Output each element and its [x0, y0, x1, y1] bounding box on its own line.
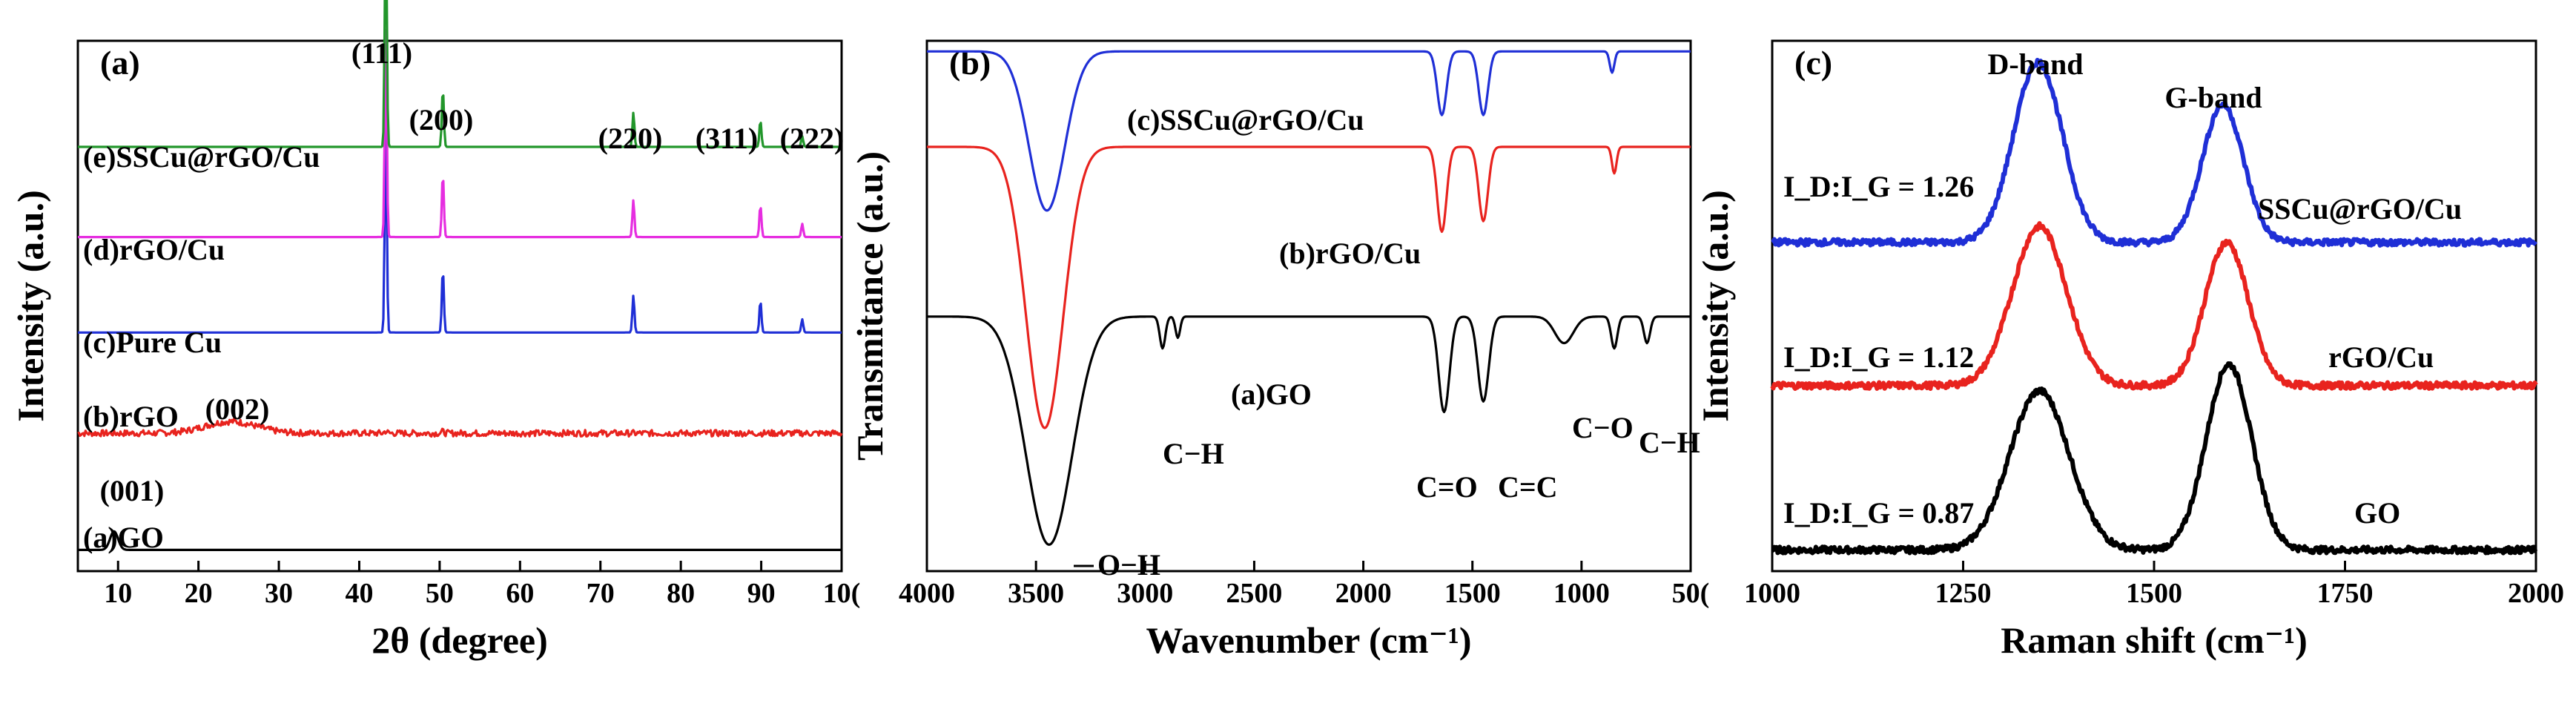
annotations: (a)GO(b)rGO(c)Pure Cu(d)rGO/Cu(e)SSCu@rG…: [83, 36, 2462, 582]
x-tick-label: 70: [587, 578, 615, 609]
peak-annotation: (111): [351, 36, 412, 70]
intensity-ratio-label: I_D:I_G = 1.12: [1783, 340, 1974, 374]
series-line-3: [77, 119, 842, 334]
chart-panel-1: 10 20 30 40 50 60 70 80 90 10( 2θ (degree) Intensit…: [10, 0, 860, 661]
x-tick-label: 1500: [2126, 578, 2182, 609]
series-label: GO: [2354, 496, 2400, 530]
chart-panel-3: 1000 1250 1500 1750 2000 Raman shift (cm⁻¹) In…: [1694, 39, 2564, 661]
y-axis-title: Intensity (a.u.): [1694, 190, 1736, 422]
x-tick-label: 90: [747, 578, 776, 609]
series-line-5: [77, 0, 842, 148]
series-label: (c)Pure Cu: [83, 326, 222, 359]
peak-annotation: (220): [598, 122, 663, 155]
series-label: (b)rGO/Cu: [1279, 237, 1421, 270]
x-tick-label: 1000: [1744, 578, 1800, 609]
series-line-1: [77, 530, 842, 552]
panel-label: (a): [100, 44, 140, 82]
band-annotation: C=O: [1416, 470, 1478, 504]
peak-annotation: (222): [780, 122, 845, 155]
x-tick-label: 50: [426, 578, 454, 609]
x-tick-label: 2500: [1226, 578, 1282, 609]
panel-label: (b): [949, 44, 991, 82]
series-label: (d)rGO/Cu: [83, 233, 225, 266]
x-tick-label: 60: [506, 578, 534, 609]
series-label: (a)GO: [83, 521, 164, 554]
x-tick-label: 10: [104, 578, 132, 609]
band-annotation: C=C: [1498, 470, 1558, 504]
x-tick-label: 1750: [2317, 578, 2374, 609]
series-line-2: [926, 145, 1691, 429]
band-annotation: C−H: [1163, 437, 1224, 470]
y-axis-title: Transmitance (a.u.): [849, 151, 891, 461]
series-label: rGO/Cu: [2328, 340, 2434, 374]
band-annotation: C−O: [1572, 411, 1634, 444]
peak-annotation: (001): [100, 474, 165, 507]
series-label: (e)SSCu@rGO/Cu: [83, 140, 320, 174]
series-line-3: [1771, 58, 2538, 248]
x-axis-title: 2θ (degree): [371, 619, 548, 661]
band-annotation: D-band: [1988, 47, 2084, 81]
series-label: (a)GO: [1231, 378, 1312, 411]
series-line-1: [926, 315, 1691, 546]
x-tick-label: 20: [185, 578, 213, 609]
x-tick-label: 10(: [823, 578, 861, 609]
intensity-ratio-label: I_D:I_G = 0.87: [1783, 496, 1974, 530]
peak-annotation: (200): [409, 103, 474, 136]
x-tick-label: 2000: [1335, 578, 1392, 609]
x-axis-title: Wavenumber (cm⁻¹): [1146, 619, 1471, 661]
x-tick-label: 3000: [1117, 578, 1173, 609]
x-tick-label: 1000: [1553, 578, 1610, 609]
band-annotation: O−H: [1097, 548, 1160, 582]
intensity-ratio-label: I_D:I_G = 1.26: [1783, 170, 1974, 203]
x-tick-label: 3500: [1008, 578, 1064, 609]
series-line-1: [1771, 361, 2538, 556]
chart-panel-2: 4000 3500 3000 2500 2000 1500 1000 50( Wavenumbe…: [849, 39, 1710, 661]
x-tick-label: 40: [345, 578, 373, 609]
band-annotation: C−H: [1639, 426, 1700, 459]
y-axis-title: Intensity (a.u.): [10, 190, 51, 422]
x-tick-label: 80: [667, 578, 695, 609]
band-annotation: G-band: [2164, 81, 2262, 114]
x-tick-label: 50(: [1672, 578, 1710, 609]
x-tick-label: 1500: [1444, 578, 1501, 609]
series-label: (c)SSCu@rGO/Cu: [1127, 103, 1364, 136]
series-line-2: [77, 418, 843, 438]
plot-frame: [925, 39, 1692, 573]
x-tick-label: 1250: [1935, 578, 1992, 609]
series-label: (b)rGO: [83, 400, 179, 433]
peak-annotation: (311): [696, 122, 758, 155]
series-line-4: [77, 29, 842, 239]
peak-annotation: (002): [205, 392, 270, 426]
panel-label: (c): [1794, 44, 1832, 82]
plot-frame: [1771, 39, 2537, 573]
x-tick-label: 4000: [899, 578, 955, 609]
x-tick-label: 30: [265, 578, 293, 609]
x-axis-title: Raman shift (cm⁻¹): [2001, 619, 2308, 661]
x-tick-label: 2000: [2508, 578, 2564, 609]
series-label: SSCu@rGO/Cu: [2258, 192, 2462, 225]
plot-frame: [76, 39, 843, 573]
series-line-2: [1770, 221, 2538, 391]
series-line-3: [926, 50, 1691, 212]
